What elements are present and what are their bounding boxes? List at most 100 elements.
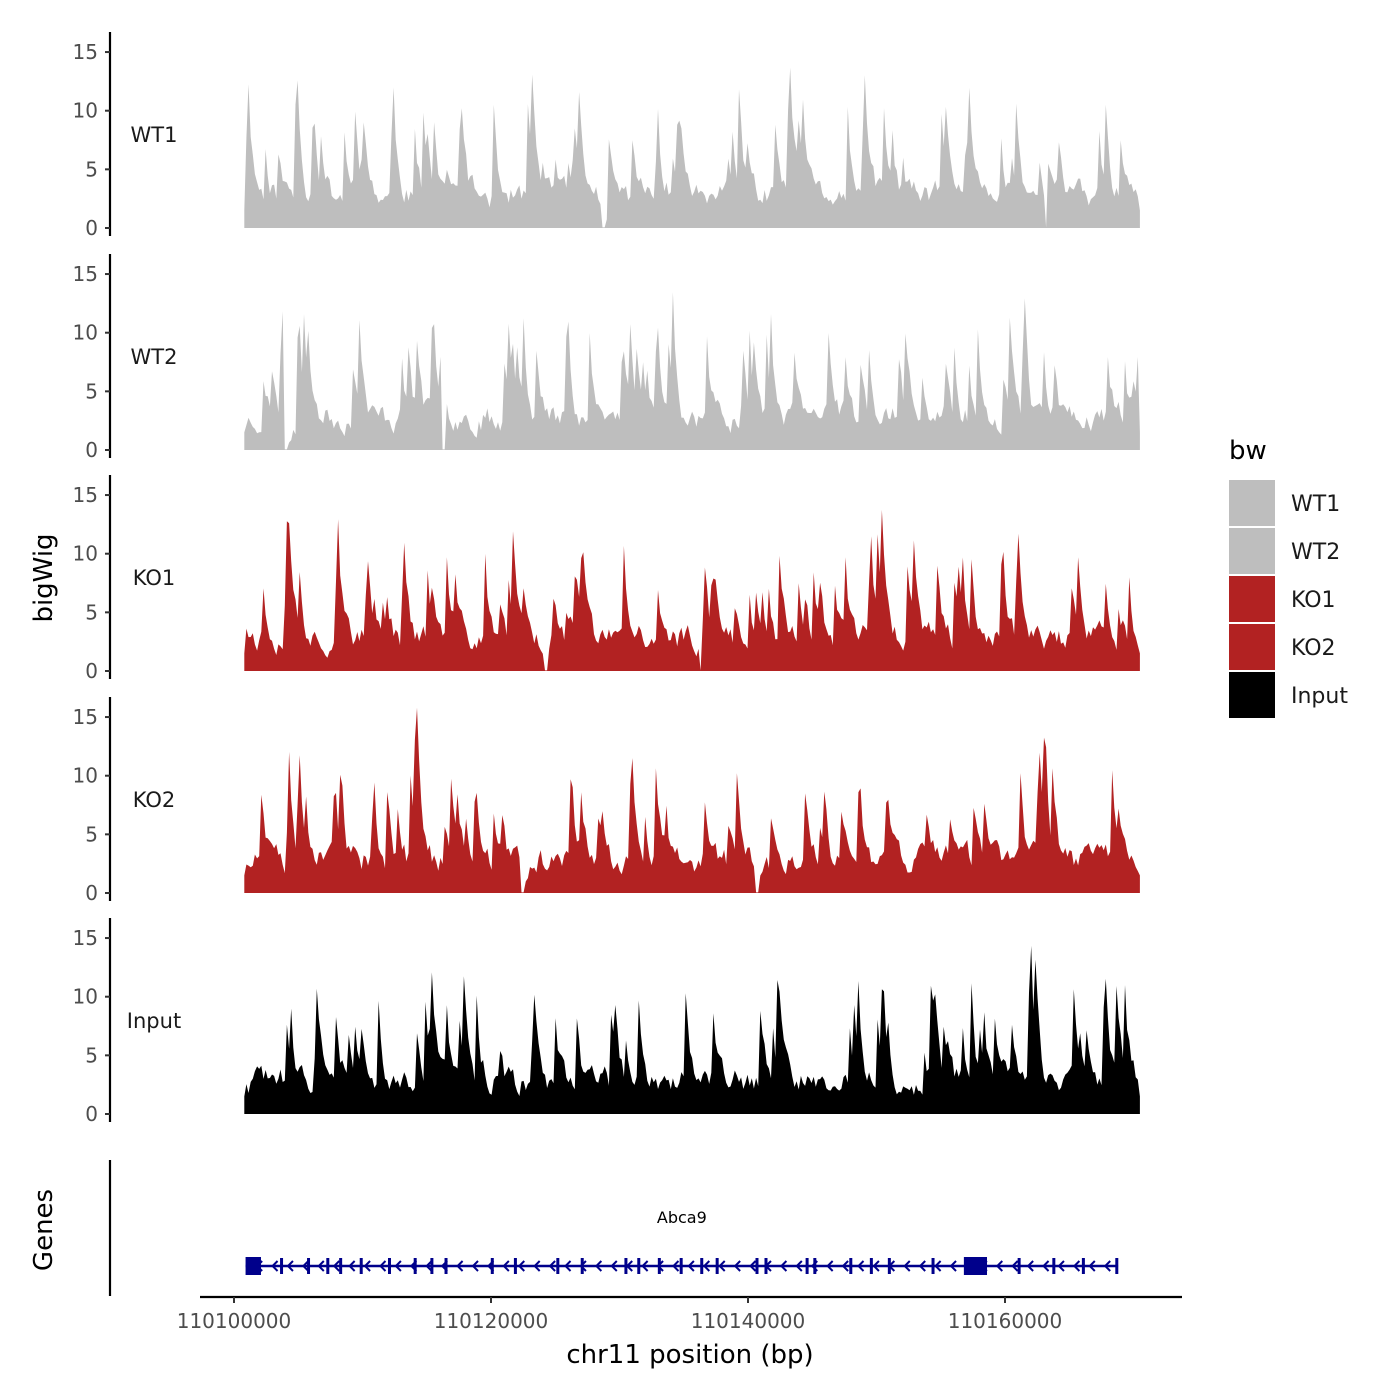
strand-arrow (826, 1260, 834, 1272)
gene-exon (339, 1258, 343, 1274)
strand-arrow (1026, 1260, 1034, 1272)
strand-arrow (995, 1260, 1003, 1272)
signal-area-ko1 (244, 509, 1140, 671)
legend-key-ko2 (1229, 624, 1275, 670)
gene-exon (1052, 1258, 1056, 1274)
strand-arrow (733, 1260, 741, 1272)
legend-label: KO1 (1291, 588, 1336, 613)
signal-area-ko2 (244, 707, 1140, 893)
strand-arrow (548, 1260, 556, 1272)
gene-exon (326, 1258, 330, 1274)
strand-arrow (332, 1260, 340, 1272)
strand-arrow (471, 1260, 479, 1272)
strand-arrow (702, 1260, 711, 1272)
strand-arrow (533, 1260, 541, 1272)
gene-exon (657, 1258, 661, 1274)
track-label: KO1 (133, 566, 176, 590)
y-tick-label: 15 (73, 483, 98, 507)
x-tick-label: 110160000 (948, 1309, 1063, 1333)
y-tick-label: 0 (85, 659, 98, 683)
gene-exon (805, 1258, 809, 1274)
gene-exon (869, 1258, 873, 1274)
strand-arrow (1103, 1260, 1111, 1272)
y-tick-label: 10 (73, 321, 98, 345)
gene-exon (307, 1258, 311, 1274)
strand-arrow (934, 1260, 942, 1272)
track-label: WT2 (131, 345, 178, 369)
x-axis: 110100000 110120000 110140000 110160000 (177, 1295, 1182, 1333)
y-tick-label: 10 (73, 985, 98, 1009)
x-tick-label: 110100000 (177, 1309, 292, 1333)
gene-exon-large (963, 1257, 988, 1275)
legend-key-wt2 (1229, 528, 1275, 574)
legend: bw WT1 WT2 KO1 KO2 Input (1229, 436, 1348, 718)
strand-arrow (1057, 1260, 1065, 1272)
track-wt2: 0 5 10 15 WT2 (73, 254, 1140, 462)
legend-label: WT1 (1291, 492, 1340, 517)
gene-exon (280, 1258, 284, 1274)
y-tick-label: 0 (85, 881, 98, 905)
strand-arrow (379, 1260, 387, 1272)
y-tick-label: 0 (85, 1102, 98, 1126)
strand-arrow (348, 1260, 356, 1272)
y-tick-label: 5 (85, 600, 98, 624)
strand-arrow (779, 1260, 788, 1272)
legend-key-ko1 (1229, 576, 1275, 622)
gene-exon (1081, 1258, 1085, 1274)
gene-exon (700, 1258, 704, 1274)
gene-exon (715, 1258, 719, 1274)
strand-arrow (903, 1260, 911, 1272)
gene-exon (430, 1258, 434, 1274)
gene-exon (849, 1258, 853, 1274)
y-tick-label: 0 (85, 216, 98, 240)
track-wt1: 0 5 10 15 WT1 (73, 32, 1140, 240)
strand-arrow (795, 1260, 803, 1272)
strand-arrow (271, 1260, 279, 1272)
y-tick-label: 10 (73, 99, 98, 123)
strand-arrow (301, 1260, 310, 1272)
strand-arrow (317, 1260, 325, 1272)
strand-arrow (286, 1260, 294, 1272)
gene-exon (813, 1258, 817, 1274)
gene-exon (679, 1258, 683, 1274)
strand-arrow (564, 1260, 572, 1272)
legend-label: Input (1291, 684, 1348, 709)
legend-title: bw (1229, 436, 1267, 466)
strand-arrow (363, 1260, 371, 1272)
gene-exon (1115, 1258, 1119, 1274)
strand-arrow (394, 1260, 402, 1272)
legend-label: KO2 (1291, 636, 1336, 661)
track-ko1: 0 5 10 15 KO1 (73, 475, 1140, 683)
strand-arrow (517, 1260, 525, 1272)
y-tick-label: 5 (85, 1043, 98, 1067)
y-axis-title: bigWig (29, 533, 59, 622)
gene-exon (580, 1258, 584, 1274)
y-tick-label: 15 (73, 262, 98, 286)
y-tick-label: 10 (73, 764, 98, 788)
strand-arrow (1088, 1260, 1096, 1272)
strand-arrow (872, 1260, 880, 1272)
strand-arrow (749, 1260, 757, 1272)
strand-arrow (949, 1260, 957, 1272)
gene-exon (490, 1258, 494, 1274)
x-tick-label: 110120000 (434, 1309, 549, 1333)
strand-arrow (641, 1260, 649, 1272)
gene-exon (755, 1258, 759, 1274)
strand-arrow (502, 1260, 510, 1272)
y-tick-label: 15 (73, 40, 98, 64)
y-tick-label: 0 (85, 438, 98, 462)
strand-arrow (857, 1260, 865, 1272)
gene-exon (637, 1258, 641, 1274)
gene-exon (387, 1258, 391, 1274)
strand-arrow (1042, 1260, 1050, 1272)
signal-area-wt1 (244, 67, 1140, 228)
strand-arrow (718, 1260, 726, 1272)
x-axis-title: chr11 position (bp) (566, 1340, 813, 1370)
gene-exon (887, 1258, 891, 1274)
gene-exon (359, 1258, 363, 1274)
bigwig-tracks: 0 5 10 15 WT1 0 5 10 15 WT2 0 5 10 15 KO1 0 5 10 15 KO2 0 5 10… (73, 32, 1140, 1126)
track-ko2: 0 5 10 15 KO2 (73, 697, 1140, 905)
strand-arrow (456, 1260, 464, 1272)
